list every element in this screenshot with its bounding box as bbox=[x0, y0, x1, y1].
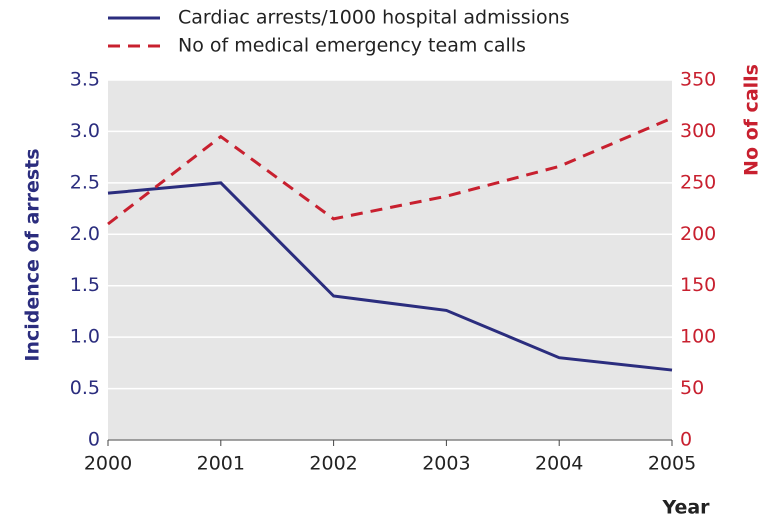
y2-tick-label: 50 bbox=[680, 377, 704, 399]
x-tick-label: 2003 bbox=[422, 453, 470, 475]
y-tick-label: 3.5 bbox=[70, 69, 100, 91]
y2-axis-title: No of calls bbox=[741, 64, 763, 176]
y2-tick-label: 200 bbox=[680, 223, 716, 245]
y-tick-label: 1.5 bbox=[70, 274, 100, 296]
x-tick-label: 2004 bbox=[535, 453, 583, 475]
y2-tick-label: 0 bbox=[680, 429, 692, 451]
y-tick-label: 1.0 bbox=[70, 326, 100, 348]
y2-tick-label: 150 bbox=[680, 274, 716, 296]
y-tick-label: 2.5 bbox=[70, 171, 100, 193]
legend-label: Cardiac arrests/1000 hospital admissions bbox=[178, 7, 570, 29]
x-axis-title: Year bbox=[661, 497, 710, 518]
legend-label: No of medical emergency team calls bbox=[178, 35, 526, 57]
x-tick-label: 2002 bbox=[309, 453, 357, 475]
y-tick-label: 3.0 bbox=[70, 120, 100, 142]
x-tick-label: 2000 bbox=[84, 453, 132, 475]
y2-tick-label: 250 bbox=[680, 171, 716, 193]
y-tick-label: 0 bbox=[88, 429, 100, 451]
y-tick-label: 2.0 bbox=[70, 223, 100, 245]
plot-background bbox=[108, 80, 672, 440]
y2-tick-label: 300 bbox=[680, 120, 716, 142]
y-axis-title: Incidence of arrests bbox=[22, 148, 44, 361]
x-tick-label: 2001 bbox=[197, 453, 245, 475]
y2-tick-label: 350 bbox=[680, 69, 716, 91]
y2-tick-label: 100 bbox=[680, 326, 716, 348]
y-tick-label: 0.5 bbox=[70, 377, 100, 399]
x-tick-label: 2005 bbox=[648, 453, 696, 475]
data-line bbox=[107, 181, 673, 372]
